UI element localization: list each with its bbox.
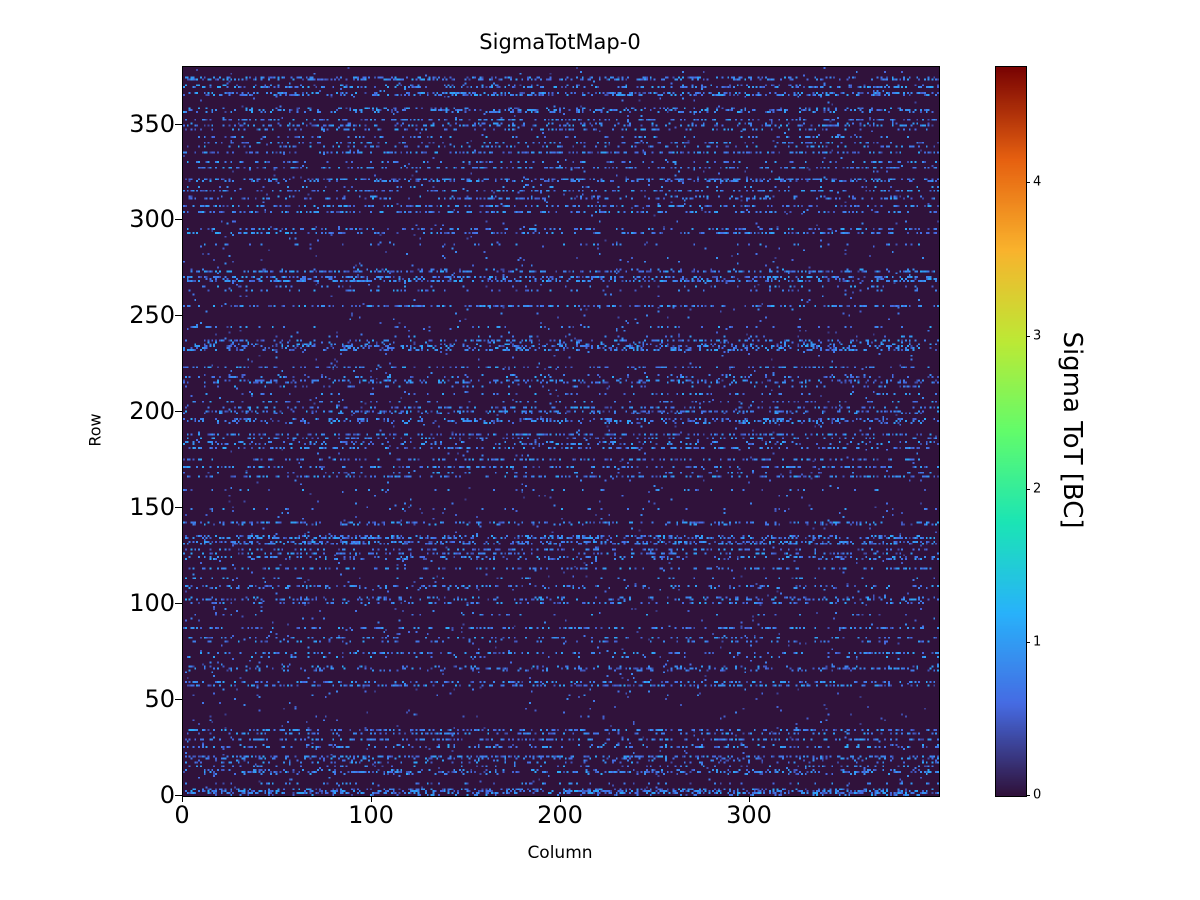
x-tick-mark (371, 796, 372, 802)
y-tick-label: 250 (129, 301, 175, 330)
y-tick-mark (175, 795, 182, 796)
colorbar-tick-mark (1026, 335, 1030, 337)
x-tick-label: 300 (726, 801, 772, 829)
y-tick-mark (175, 123, 182, 125)
x-tick-mark (182, 796, 183, 802)
y-tick-mark (175, 507, 182, 509)
y-tick-label: 100 (129, 589, 175, 618)
colorbar-canvas (996, 67, 1026, 796)
colorbar-tick-label: 2 (1033, 481, 1042, 497)
y-tick-mark (175, 315, 182, 317)
colorbar-tick-label: 0 (1033, 787, 1042, 803)
y-tick-label: 200 (129, 397, 175, 426)
colorbar (995, 66, 1027, 797)
y-tick-label: 150 (129, 493, 175, 522)
y-tick-label: 350 (129, 109, 175, 138)
y-tick-label: 300 (129, 205, 175, 234)
colorbar-label: Sigma ToT [BC] (1057, 331, 1087, 529)
y-tick-label: 0 (159, 781, 175, 809)
x-tick-mark (560, 796, 561, 802)
x-tick-mark (749, 796, 750, 802)
colorbar-tick-mark (1026, 182, 1030, 184)
colorbar-tick-mark (1026, 488, 1030, 490)
x-tick-label: 0 (174, 801, 190, 829)
x-tick-label: 100 (348, 801, 394, 829)
y-tick-mark (175, 411, 182, 413)
colorbar-tick-label: 3 (1033, 328, 1042, 344)
y-tick-mark (175, 699, 182, 701)
heatmap-plot-area (182, 66, 940, 797)
x-axis-label: Column (527, 843, 593, 863)
y-tick-mark (175, 603, 182, 605)
colorbar-tick-label: 1 (1033, 634, 1042, 650)
colorbar-tick-mark (1026, 795, 1030, 796)
heatmap-canvas (183, 67, 939, 796)
y-tick-label: 50 (144, 685, 175, 714)
x-tick-label: 200 (537, 801, 583, 829)
plot-title: SigmaTotMap-0 (479, 30, 641, 54)
colorbar-tick-mark (1026, 641, 1030, 643)
y-tick-mark (175, 219, 182, 221)
colorbar-tick-label: 4 (1033, 174, 1042, 190)
y-axis-label: Row (85, 413, 105, 447)
